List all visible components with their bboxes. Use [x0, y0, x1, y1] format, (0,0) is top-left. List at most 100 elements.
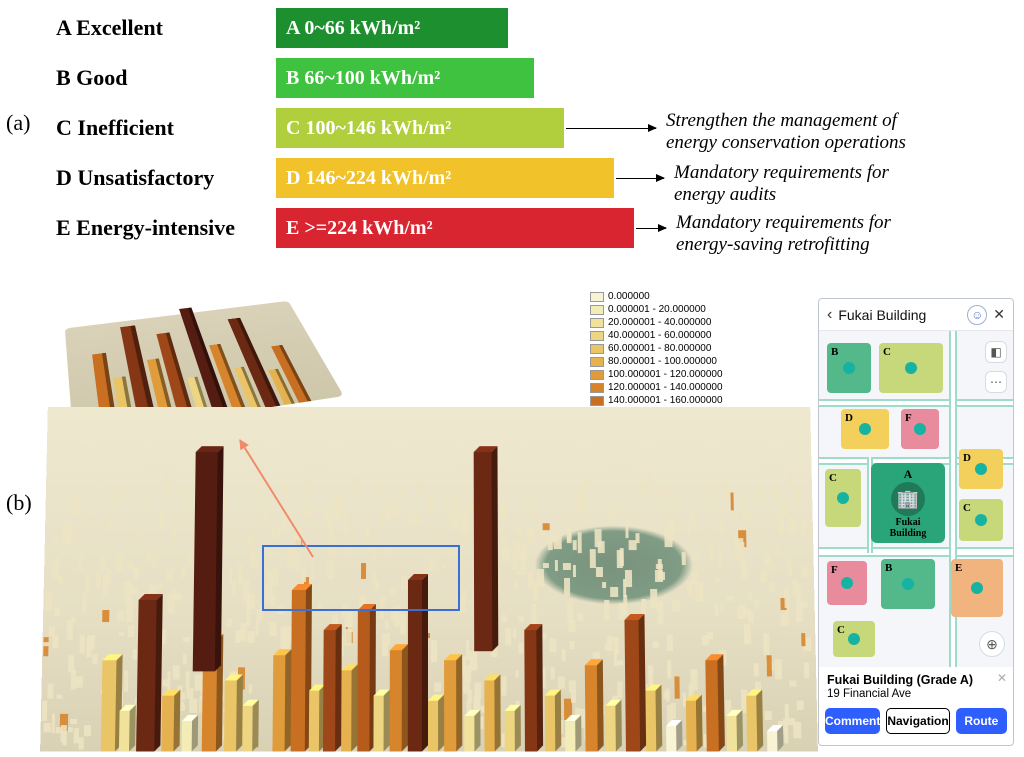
- road: [819, 399, 1013, 407]
- close-icon[interactable]: ✕: [993, 306, 1005, 323]
- building-filler: [194, 675, 200, 691]
- building-filler: [614, 637, 619, 653]
- layers-icon[interactable]: ◧: [985, 341, 1007, 363]
- map-block[interactable]: D: [841, 409, 889, 449]
- building-filler: [418, 483, 423, 496]
- map-block[interactable]: C: [879, 343, 943, 393]
- building-filler: [719, 546, 723, 567]
- more-icon[interactable]: ⋯: [985, 371, 1007, 393]
- building-filler: [78, 555, 83, 569]
- map-block[interactable]: C: [959, 499, 1003, 541]
- building-filler: [248, 631, 255, 643]
- map-block[interactable]: D: [959, 449, 1003, 489]
- building: [341, 664, 358, 751]
- building-filler: [348, 610, 353, 632]
- building-filler: [641, 599, 646, 614]
- phone-map-canvas[interactable]: ◧ ⋯ ⊕ BCDFCDCFBECA🏢FukaiBuilding: [819, 331, 1013, 667]
- building-filler: [577, 532, 582, 553]
- building-filler: [625, 570, 632, 587]
- building-filler: [365, 526, 369, 541]
- map-block[interactable]: B: [881, 559, 935, 609]
- map-block[interactable]: F: [827, 561, 867, 605]
- annotation-arrow: [566, 128, 656, 129]
- building-filler: [385, 498, 388, 518]
- legend-swatch: [590, 318, 604, 328]
- building-filler: [224, 493, 227, 510]
- building-filler: [227, 619, 233, 628]
- building-filler: [623, 595, 627, 615]
- grade-row: C InefficientC 100~146 kWh/m²: [56, 108, 564, 148]
- building-filler: [570, 641, 575, 650]
- building-filler: [801, 633, 805, 646]
- grade-bar: C 100~146 kWh/m²: [276, 108, 564, 148]
- building-filler: [190, 698, 198, 712]
- building: [136, 594, 163, 752]
- building-filler: [563, 563, 571, 570]
- building-filler: [763, 633, 770, 655]
- legend-swatch: [590, 331, 604, 341]
- legend-row: 80.000001 - 100.000000: [590, 355, 723, 368]
- building-filler: [165, 473, 170, 493]
- building-filler: [185, 490, 190, 500]
- building-filler: [380, 611, 384, 619]
- building-filler: [765, 554, 772, 565]
- building-filler: [730, 492, 734, 511]
- building-filler: [427, 495, 434, 513]
- card-close-icon[interactable]: ✕: [997, 671, 1007, 685]
- route-button[interactable]: Route: [956, 708, 1007, 734]
- building-filler: [183, 655, 186, 665]
- building-filler: [687, 581, 693, 596]
- legend-swatch: [590, 370, 604, 380]
- building: [605, 700, 622, 752]
- building-filler: [453, 494, 458, 515]
- building-filler: [802, 601, 807, 608]
- building-filler: [45, 593, 53, 610]
- phone-header: ‹ Fukai Building ☺ ✕: [819, 299, 1013, 331]
- building: [193, 446, 224, 671]
- building-filler: [431, 640, 437, 662]
- building-filler: [617, 661, 623, 666]
- building-filler: [629, 540, 637, 550]
- building-filler: [767, 655, 772, 677]
- building-filler: [660, 484, 664, 497]
- map-center-building[interactable]: A🏢FukaiBuilding: [871, 463, 945, 543]
- building-filler: [777, 668, 780, 676]
- building-filler: [569, 681, 576, 693]
- legend-row: 60.000001 - 80.000000: [590, 342, 723, 355]
- comment-button[interactable]: Comment: [825, 708, 880, 734]
- legend-label: 140.000001 - 160.000000: [608, 395, 723, 406]
- building-filler: [262, 493, 266, 503]
- legend-row: 0.000000: [590, 290, 723, 303]
- building-filler: [731, 517, 739, 522]
- building-filler: [263, 509, 268, 518]
- building-filler: [86, 575, 90, 594]
- map-block[interactable]: C: [825, 469, 861, 527]
- map-block[interactable]: F: [901, 409, 939, 449]
- building-filler: [464, 508, 468, 517]
- building: [767, 725, 784, 751]
- building-filler: [596, 567, 603, 577]
- building-filler: [738, 542, 744, 552]
- back-icon[interactable]: ‹: [827, 306, 832, 324]
- building-filler: [385, 621, 389, 629]
- grade-label: E Energy-intensive: [56, 215, 276, 241]
- building-filler: [344, 514, 348, 533]
- grade-row: A ExcellentA 0~66 kWh/m²: [56, 8, 508, 48]
- map-block[interactable]: C: [833, 621, 875, 657]
- locate-icon[interactable]: ⊕: [979, 631, 1005, 657]
- building: [585, 659, 604, 751]
- map-block[interactable]: B: [827, 343, 871, 393]
- building-filler: [759, 571, 767, 582]
- assistant-icon[interactable]: ☺: [967, 305, 987, 325]
- map-pin-icon: [971, 582, 983, 594]
- building-filler: [53, 536, 58, 544]
- building: [505, 705, 521, 752]
- building-filler: [610, 587, 617, 596]
- building: [323, 624, 342, 751]
- navigation-button[interactable]: Navigation: [886, 708, 949, 734]
- building-filler: [664, 692, 670, 699]
- building-filler: [251, 552, 258, 568]
- map-block[interactable]: E: [951, 559, 1003, 617]
- building-filler: [51, 714, 55, 733]
- building-filler: [667, 660, 671, 678]
